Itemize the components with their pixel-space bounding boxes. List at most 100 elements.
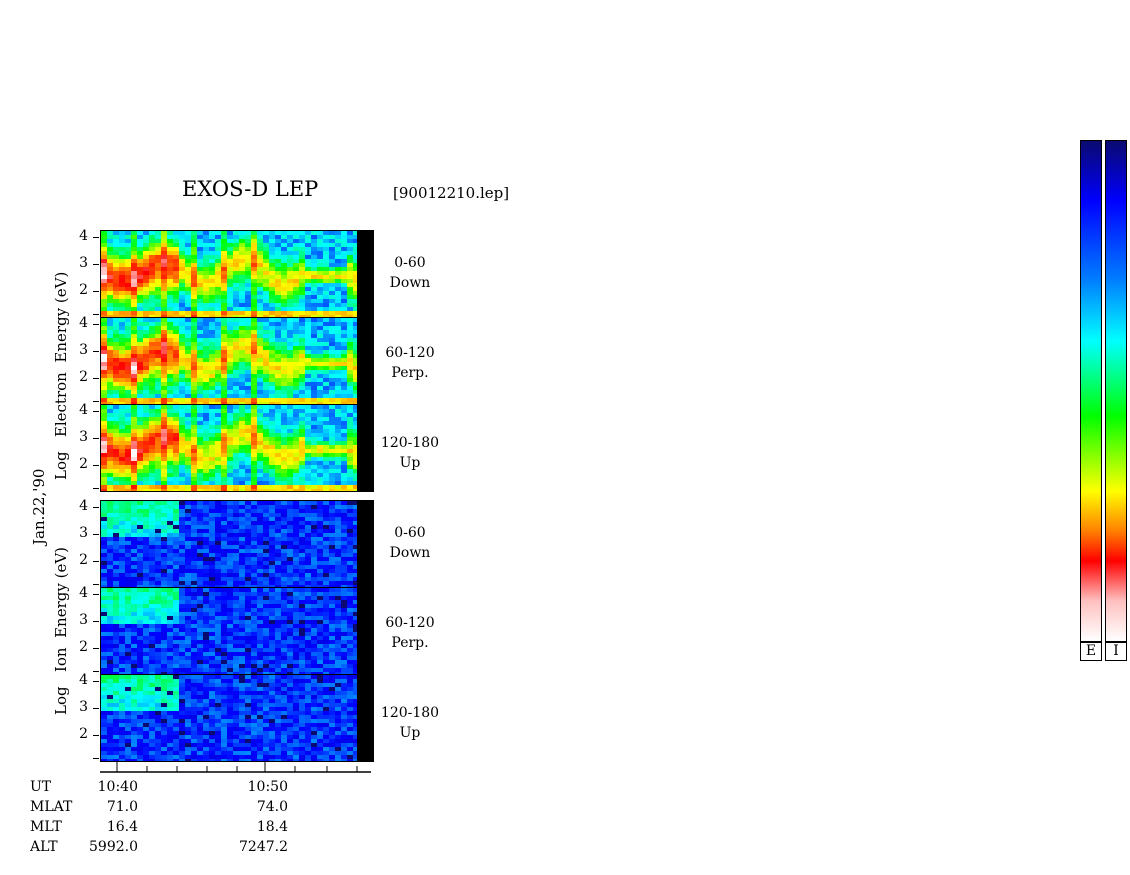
spectrogram-cell: [167, 505, 173, 509]
spectrogram-cell: [275, 644, 281, 648]
spectrogram-cell: [143, 366, 149, 370]
spectrogram-cell: [203, 541, 209, 545]
spectrogram-cell: [329, 581, 335, 585]
spectrogram-cell: [161, 731, 167, 735]
spectrogram-cell: [197, 311, 203, 315]
spectrogram-cell: [101, 600, 107, 604]
spectrogram-cell: [203, 569, 209, 573]
spectrogram-cell: [251, 441, 257, 445]
spectrogram-cell: [131, 235, 137, 239]
spectrogram-cell: [215, 433, 221, 437]
spectrogram-cell: [245, 501, 251, 505]
spectrogram-cell: [107, 691, 113, 695]
spectrogram-cell: [323, 315, 329, 317]
spectrogram-cell: [239, 553, 245, 557]
spectrogram-cell: [203, 581, 209, 585]
spectrogram-cell: [287, 283, 293, 287]
spectrogram-cell: [113, 469, 119, 473]
spectrogram-cell: [197, 525, 203, 529]
spectrogram-cell: [245, 275, 251, 279]
spectrogram-cell: [215, 374, 221, 378]
spectrogram-cell: [143, 719, 149, 723]
spectrogram-cell: [257, 255, 263, 259]
spectrogram-cell: [227, 378, 233, 382]
spectrogram-cell: [221, 303, 227, 307]
spectrogram-cell: [335, 382, 341, 386]
spectrogram-cell: [263, 537, 269, 541]
spectrogram-cell: [353, 334, 359, 338]
spectrogram-cell: [263, 346, 269, 350]
spectrogram-cell: [161, 521, 167, 525]
spectrogram-cell: [203, 259, 209, 263]
spectrogram-cell: [161, 311, 167, 315]
spectrogram-cell: [179, 465, 185, 469]
spectrogram-cell: [275, 283, 281, 287]
spectrogram-cell: [107, 699, 113, 703]
spectrogram-cell: [311, 549, 317, 553]
spectrogram-cell: [251, 295, 257, 299]
spectrogram-cell: [143, 537, 149, 541]
spectrogram-cell: [155, 703, 161, 707]
spectrogram-cell: [269, 620, 275, 624]
spectrogram-cell: [341, 608, 347, 612]
spectrogram-cell: [131, 239, 137, 243]
spectrogram-cell: [107, 624, 113, 628]
spectrogram-cell: [287, 358, 293, 362]
spectrogram-cell: [323, 291, 329, 295]
spectrogram-cell: [107, 501, 113, 505]
spectrogram-cell: [335, 322, 341, 326]
spectrogram-cell: [191, 267, 197, 271]
spectrogram-cell: [209, 247, 215, 251]
spectrogram-cell: [131, 386, 137, 390]
spectrogram-cell: [347, 505, 353, 509]
spectrogram-cell: [209, 477, 215, 481]
spectrogram-cell: [113, 239, 119, 243]
spectrogram-cell: [311, 537, 317, 541]
spectrogram-cell: [251, 433, 257, 437]
spectrogram-cell: [335, 374, 341, 378]
spectrogram-cell: [155, 398, 161, 402]
spectrogram-cell: [149, 541, 155, 545]
spectrogram-cell: [113, 715, 119, 719]
spectrogram-cell: [137, 644, 143, 648]
spectrogram-cell: [131, 537, 137, 541]
spectrogram-cell: [251, 656, 257, 660]
spectrogram-cell: [299, 326, 305, 330]
spectrogram-cell: [137, 481, 143, 485]
spectrogram-cell: [161, 267, 167, 271]
spectrogram-cell: [329, 517, 335, 521]
spectrogram-cell: [335, 267, 341, 271]
spectrogram-cell: [233, 382, 239, 386]
spectrogram-cell: [149, 577, 155, 581]
spectrogram-cell: [287, 477, 293, 481]
spectrogram-cell: [143, 573, 149, 577]
spectrogram-cell: [143, 632, 149, 636]
spectrogram-cell: [131, 473, 137, 477]
spectrogram-cell: [239, 303, 245, 307]
spectrogram-cell: [131, 330, 137, 334]
spectrogram-cell: [317, 394, 323, 398]
spectrogram-cell: [323, 326, 329, 330]
spectrogram-cell: [137, 330, 143, 334]
spectrogram-cell: [287, 545, 293, 549]
spectrogram-cell: [107, 382, 113, 386]
spectrogram-cell: [287, 251, 293, 255]
spectrogram-cell: [149, 549, 155, 553]
spectrogram-cell: [101, 573, 107, 577]
spectrogram-cell: [185, 417, 191, 421]
spectrogram-cell: [107, 747, 113, 751]
spectrogram-cell: [293, 620, 299, 624]
spectrogram-cell: [299, 247, 305, 251]
spectrogram-cell: [197, 656, 203, 660]
spectrogram-cell: [251, 628, 257, 632]
spectrogram-cell: [203, 660, 209, 664]
spectrogram-cell: [275, 573, 281, 577]
spectrogram-cell: [317, 557, 323, 561]
spectrogram-cell: [215, 561, 221, 565]
spectrogram-cell: [221, 287, 227, 291]
spectrogram-cell: [107, 398, 113, 402]
spectrogram-cell: [239, 235, 245, 239]
spectrogram-cell: [221, 541, 227, 545]
spectrogram-cell: [323, 612, 329, 616]
spectrogram-cell: [119, 429, 125, 433]
